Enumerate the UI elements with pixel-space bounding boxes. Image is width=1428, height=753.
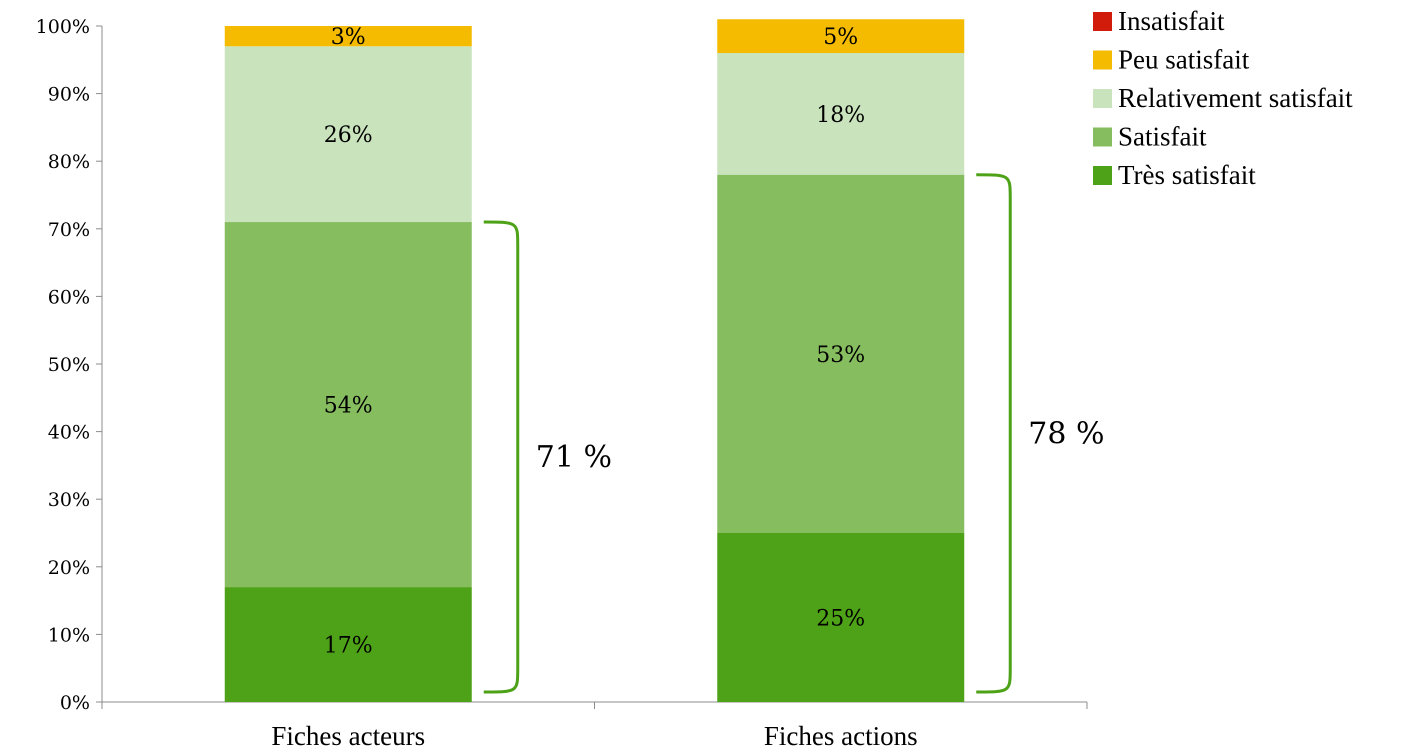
data-label: 3% [331, 25, 366, 50]
legend-label: Satisfait [1118, 122, 1207, 152]
legend-label: Insatisfait [1118, 6, 1225, 36]
legend-label: Relativement satisfait [1118, 83, 1353, 113]
data-label: 26% [324, 123, 373, 148]
x-category-label: Fiches acteurs [271, 721, 425, 751]
data-label: 25% [816, 607, 865, 632]
legend-label: Très satisfait [1118, 160, 1256, 190]
legend-swatch-tres-satisfait [1093, 166, 1112, 185]
data-label: 18% [816, 103, 865, 128]
y-tick-label: 10% [48, 624, 90, 646]
y-tick-label: 40% [48, 422, 90, 444]
data-label: 5% [823, 25, 858, 50]
legend-swatch-relativement-satisfait [1093, 89, 1112, 108]
data-label: 53% [816, 343, 865, 368]
y-tick-label: 80% [48, 151, 90, 173]
brace-label: 71 % [536, 440, 612, 475]
brace-label: 78 % [1028, 416, 1104, 451]
y-tick-label: 30% [48, 489, 90, 511]
legend-swatch-satisfait [1093, 128, 1112, 147]
y-tick-label: 0% [60, 692, 90, 714]
y-tick-label: 100% [36, 16, 90, 38]
x-category-label: Fiches actions [764, 721, 918, 751]
y-tick-label: 60% [48, 286, 90, 308]
chart-bars: 17% 54% 26% 3% 25% 53% 18% 5% [225, 19, 965, 702]
y-tick-label: 50% [48, 354, 90, 376]
y-tick-label: 20% [48, 557, 90, 579]
chart-legend: Insatisfait Peu satisfait Relativement sat… [1093, 6, 1353, 190]
legend-swatch-peu-satisfait [1093, 51, 1112, 70]
brace-annotation [484, 222, 518, 692]
legend-label: Peu satisfait [1118, 45, 1250, 75]
y-tick-label: 70% [48, 219, 90, 241]
data-label: 54% [324, 394, 373, 419]
brace-annotation [976, 175, 1010, 692]
data-label: 17% [324, 634, 373, 659]
legend-swatch-insatisfait [1093, 12, 1112, 31]
y-tick-label: 90% [48, 84, 90, 106]
